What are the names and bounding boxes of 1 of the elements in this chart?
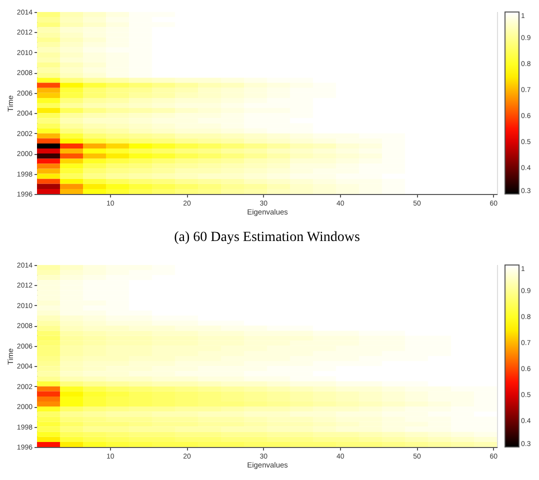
text: (a) 60 Days Estimation Windows — [174, 230, 360, 245]
